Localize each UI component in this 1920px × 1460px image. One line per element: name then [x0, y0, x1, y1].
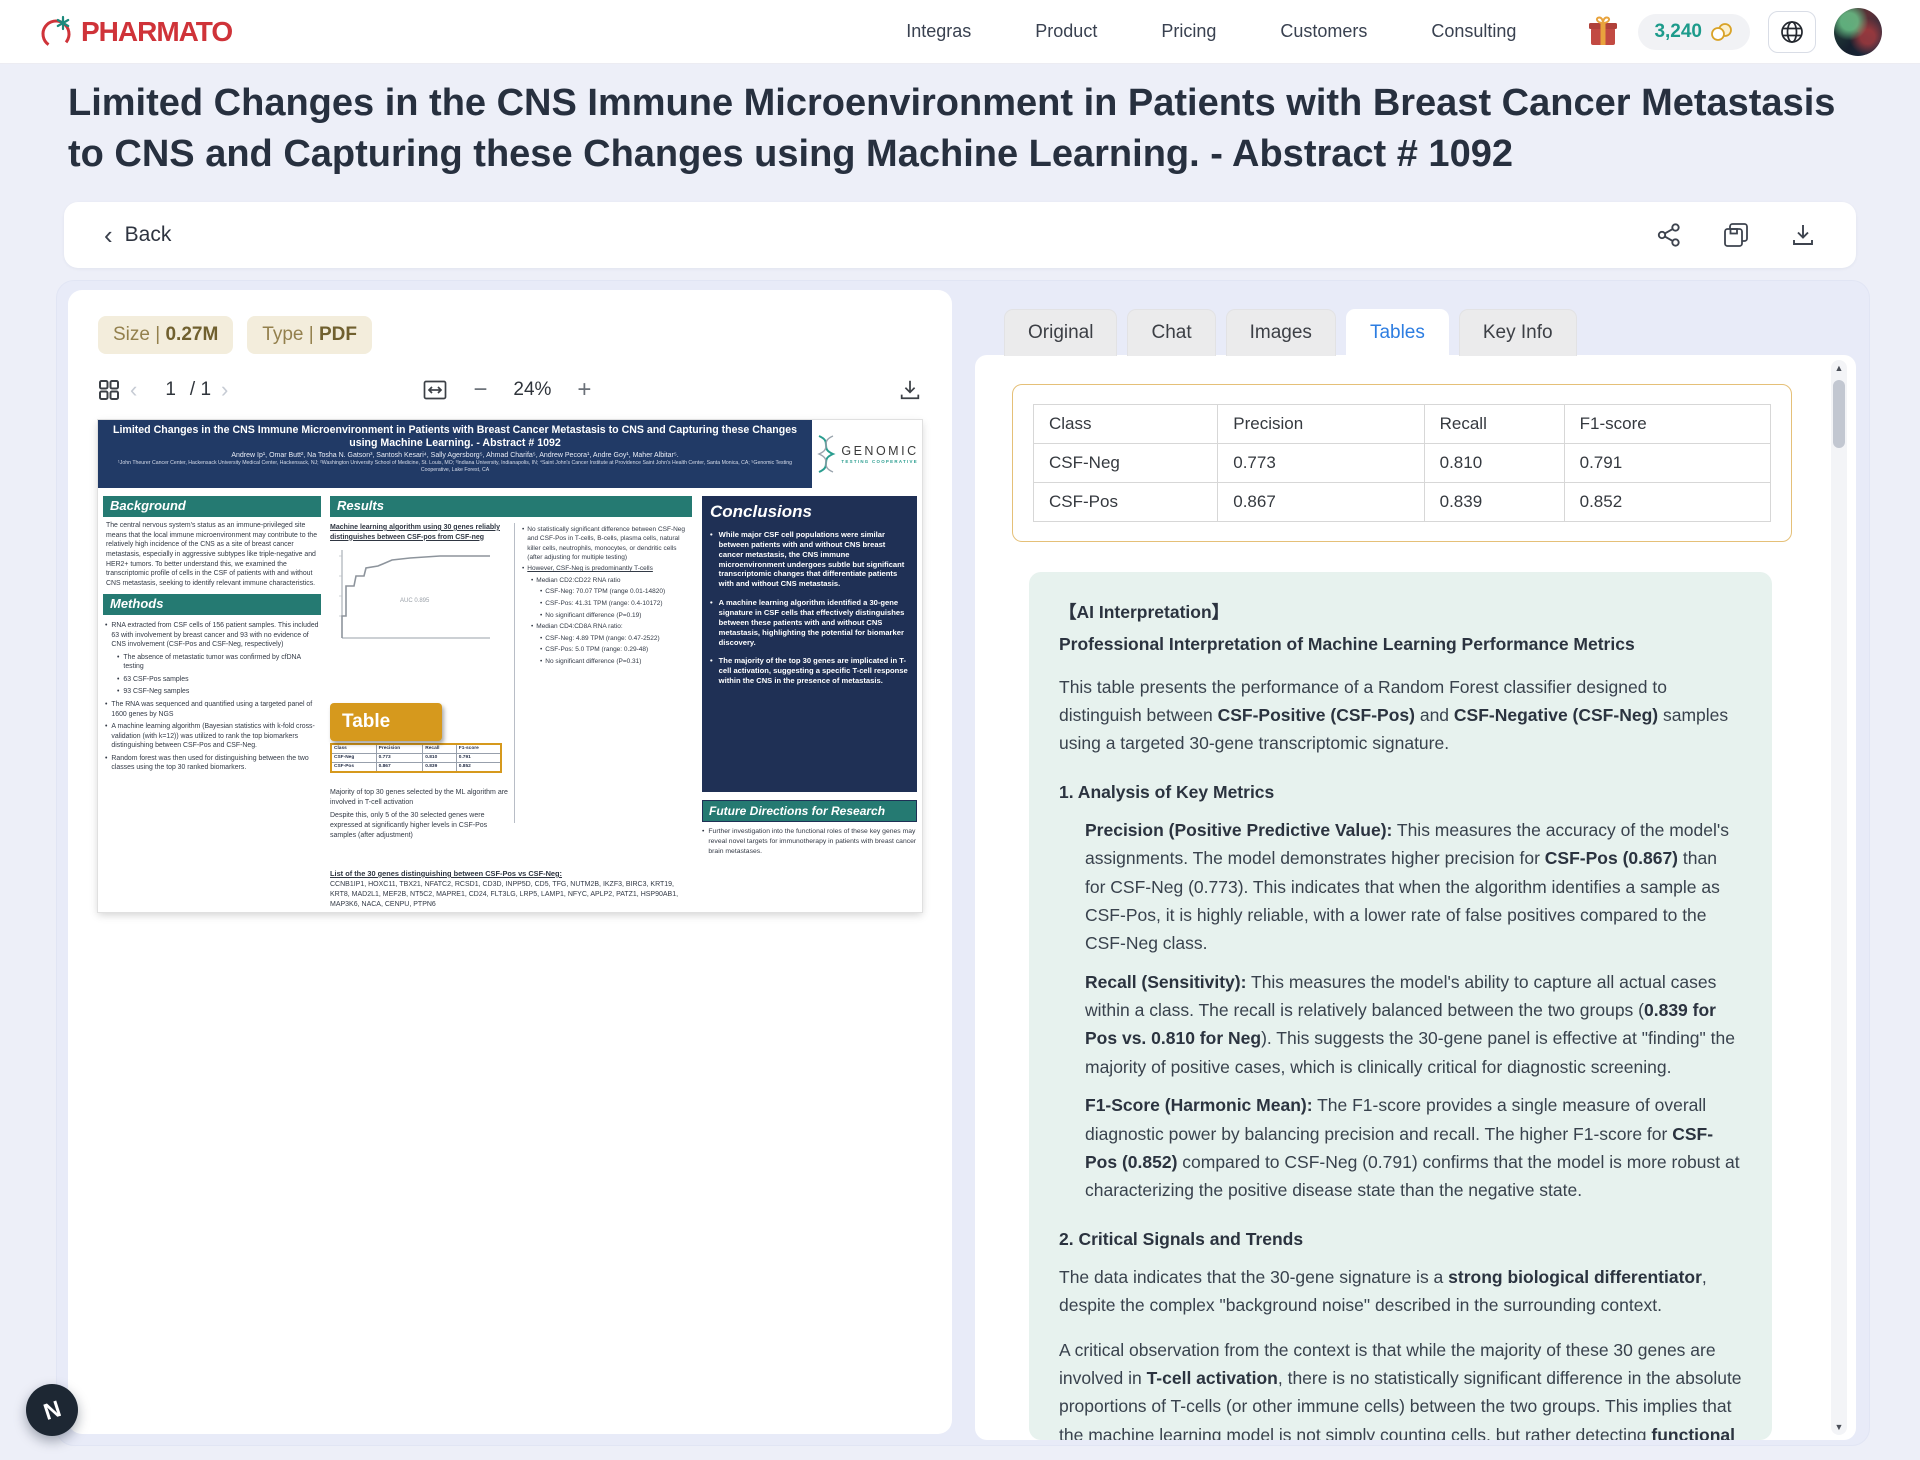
credits-pill[interactable]: 3,240 — [1638, 13, 1750, 50]
coin-icon — [1710, 22, 1734, 42]
ai-section2-paragraph: A critical observation from the context … — [1059, 1339, 1742, 1440]
ai-subheading: Professional Interpretation of Machine L… — [1059, 634, 1635, 655]
back-button[interactable]: ‹ Back — [104, 222, 171, 248]
svg-text:AUC 0.895: AUC 0.895 — [400, 598, 430, 604]
poster-background-text: The central nervous system's status as a… — [106, 521, 318, 587]
nav-item-customers[interactable]: Customers — [1280, 21, 1368, 41]
poster-conclusions: Conclusions • While major CSF cell popula… — [702, 496, 917, 792]
back-label: Back — [124, 223, 172, 246]
poster-table-callout: Table — [330, 702, 442, 741]
ai-metric-recall: Recall (Sensitivity): This measures the … — [1085, 971, 1735, 1077]
tables-panel: Class Precision Recall F1-score CSF-Neg 0… — [975, 355, 1856, 1440]
fit-width-icon[interactable] — [423, 380, 447, 400]
tab-key-info[interactable]: Key Info — [1458, 309, 1577, 356]
poster-results-header: Results — [330, 496, 692, 517]
table-row: CSF-Pos 0.867 0.839 0.852 — [1032, 482, 1772, 522]
metrics-table: Class Precision Recall F1-score CSF-Neg 0… — [1032, 404, 1772, 522]
thumbnails-grid-icon[interactable] — [98, 379, 120, 401]
pdf-page-preview[interactable]: Limited Changes in the CNS Immune Microe… — [98, 420, 922, 912]
scroll-up-icon[interactable]: ▲ — [1834, 363, 1844, 373]
ai-section2-title: 2. Critical Signals and Trends — [1059, 1228, 1304, 1249]
tab-original[interactable]: Original — [1004, 309, 1118, 356]
nav-item-pricing[interactable]: Pricing — [1161, 21, 1217, 41]
next-page-icon[interactable]: › — [221, 377, 229, 402]
page-title: Limited Changes in the CNS Immune Microe… — [68, 82, 1836, 175]
scroll-down-icon[interactable]: ▼ — [1834, 1422, 1844, 1432]
pdf-toolbar: ‹ 1 / 1 › − 24% + — [98, 376, 922, 404]
poster-future-header: Future Directions for Research — [702, 800, 917, 822]
ai-section1-title: 1. Analysis of Key Metrics — [1059, 781, 1275, 802]
gift-icon[interactable] — [1586, 16, 1620, 48]
nav-item-product[interactable]: Product — [1035, 21, 1098, 41]
pharmato-logo-icon — [38, 14, 74, 50]
save-icon[interactable] — [1722, 221, 1750, 249]
ai-metric-precision: Precision (Positive Predictive Value): T… — [1085, 820, 1729, 954]
nav-item-consulting[interactable]: Consulting — [1431, 21, 1517, 41]
metrics-table-container: Class Precision Recall F1-score CSF-Neg 0… — [1012, 384, 1792, 542]
current-page[interactable]: 1 — [165, 379, 176, 400]
genomic-logo: GENOMIC TESTING COOPERATIVE — [812, 420, 922, 488]
zoom-in-button[interactable]: + — [577, 376, 592, 403]
total-pages: / 1 — [189, 379, 212, 400]
floating-n-badge[interactable]: N — [26, 1384, 78, 1436]
panel-scrollbar[interactable]: ▲ ▼ — [1831, 360, 1847, 1435]
ai-interpretation-card: 【AI Interpretation】 Professional Interpr… — [1029, 572, 1772, 1440]
navbar: PHARMATO Integras Product Pricing Custom… — [0, 0, 1920, 64]
user-avatar[interactable] — [1834, 7, 1882, 56]
file-type-badge: Type | PDF — [247, 316, 372, 354]
main-nav: Integras Product Pricing Customers Consu… — [906, 21, 1516, 42]
back-chevron-icon: ‹ — [104, 220, 113, 250]
download-icon[interactable] — [1790, 222, 1816, 248]
ai-section2-paragraph: The data indicates that the 30-gene sign… — [1059, 1266, 1707, 1316]
detail-tabs: Original Chat Images Tables Key Info — [1004, 309, 1577, 356]
language-globe-button[interactable] — [1768, 10, 1816, 53]
ai-heading: 【AI Interpretation】 — [1059, 602, 1230, 622]
tab-chat[interactable]: Chat — [1127, 309, 1216, 356]
prev-page-icon[interactable]: ‹ — [130, 377, 138, 402]
ai-metric-f1: F1-Score (Harmonic Mean): The F1-score p… — [1085, 1095, 1740, 1201]
back-bar: ‹ Back — [64, 202, 1856, 268]
nav-item-integras[interactable]: Integras — [906, 21, 972, 41]
zoom-out-button[interactable]: − — [473, 376, 488, 403]
poster-gene-list: List of the 30 genes distinguishing betw… — [330, 868, 679, 909]
zoom-level: 24% — [513, 379, 552, 400]
poster-header: Limited Changes in the CNS Immune Microe… — [98, 420, 812, 488]
file-size-badge: Size | 0.27M — [98, 316, 234, 354]
poster-mini-table: Class Precision Recall F1-score CSF-Neg 0.77… — [330, 742, 502, 773]
pdf-viewer-card: Size | 0.27M Type | PDF ‹ 1 / 1 › − — [68, 290, 952, 1434]
pdf-download-icon[interactable] — [898, 378, 922, 402]
scrollbar-thumb[interactable] — [1833, 380, 1845, 448]
poster-background-header: Background — [103, 496, 321, 517]
credits-count: 3,240 — [1654, 20, 1702, 42]
brand-logo[interactable]: PHARMATO — [38, 14, 233, 50]
roc-curve-chart: AUC 0.895 — [339, 550, 490, 639]
share-icon[interactable] — [1656, 222, 1682, 248]
tab-images[interactable]: Images — [1225, 309, 1336, 356]
poster-methods-header: Methods — [103, 594, 321, 616]
ai-intro: This table presents the performance of a… — [1059, 676, 1729, 754]
tab-tables[interactable]: Tables — [1345, 309, 1449, 356]
table-row: CSF-Neg 0.773 0.810 0.791 — [1032, 443, 1772, 483]
brand-name: PHARMATO — [81, 15, 233, 47]
dna-helix-icon — [817, 435, 836, 473]
